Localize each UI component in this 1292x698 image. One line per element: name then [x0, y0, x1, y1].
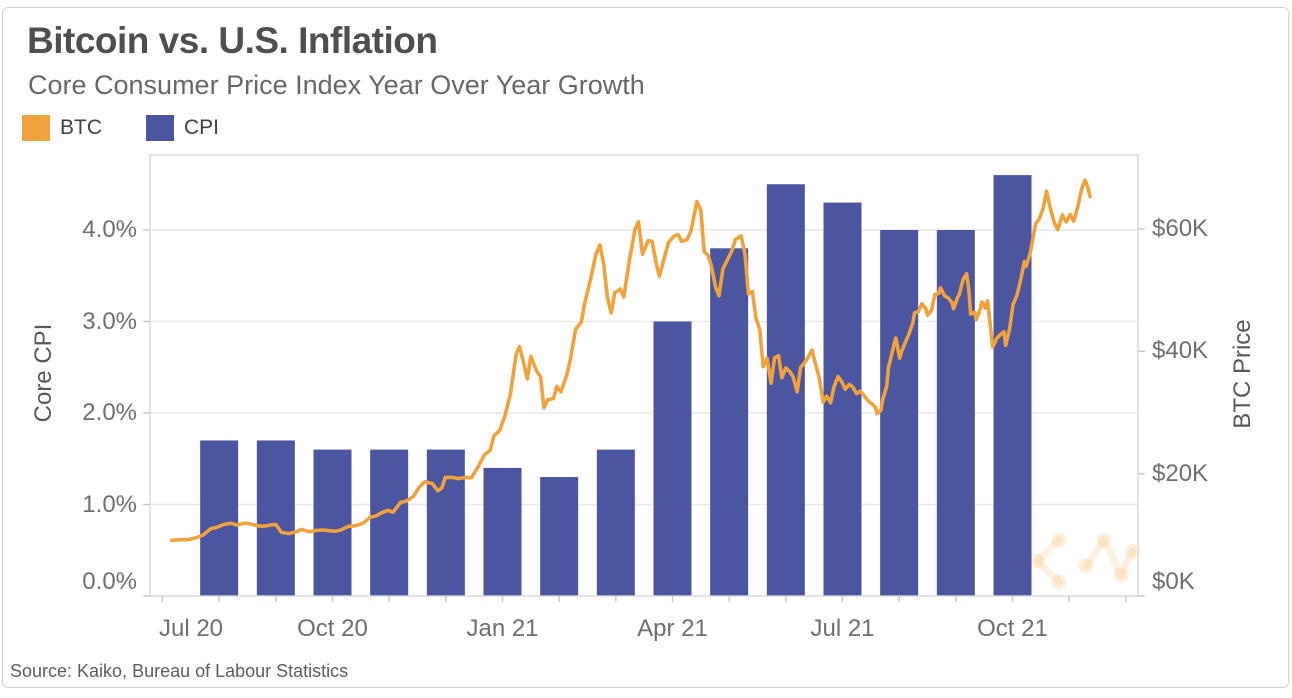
page-title: Bitcoin vs. U.S. Inflation — [27, 20, 438, 61]
right-axis-tick-label: $0K — [1152, 568, 1195, 595]
left-axis-tick-label: 2.0% — [82, 399, 137, 426]
legend-item-btc[interactable]: BTC — [22, 115, 102, 141]
right-axis-tick-label: $40K — [1152, 337, 1209, 365]
legend-label-cpi: CPI — [184, 116, 220, 139]
legend-item-cpi[interactable]: CPI — [146, 115, 219, 141]
right-axis-title: BTC Price — [1229, 319, 1256, 429]
x-axis-tick-label: Jul 20 — [158, 615, 224, 642]
x-axis-tick-label: Oct 20 — [297, 615, 368, 642]
card-border — [2, 7, 1289, 688]
x-axis-tick-label: Jan 21 — [466, 615, 539, 642]
x-axis-tick-label: Apr 21 — [637, 615, 708, 642]
left-axis-tick-label: 0.0% — [82, 568, 137, 595]
x-axis-tick-label: Oct 21 — [977, 615, 1048, 642]
chart-subtitle: Core Consumer Price Index Year Over Year… — [28, 70, 645, 100]
right-axis-tick-label: $60K — [1152, 215, 1209, 243]
left-axis-tick-label: 1.0% — [82, 490, 137, 518]
source-caption: Source: Kaiko, Bureau of Labour Statisti… — [10, 661, 349, 681]
left-axis-title: Core CPI — [30, 323, 57, 423]
right-axis-tick-label: $20K — [1152, 459, 1209, 487]
legend-label-btc: BTC — [60, 116, 102, 139]
x-axis-tick-label: Jul 21 — [810, 615, 875, 642]
left-axis-tick-label: 4.0% — [82, 216, 137, 243]
cpi-legend-swatch-icon — [146, 115, 174, 141]
legend: BTC CPI — [22, 114, 263, 142]
left-axis-tick-label: 3.0% — [82, 307, 137, 335]
btc-legend-swatch-icon — [22, 115, 50, 141]
